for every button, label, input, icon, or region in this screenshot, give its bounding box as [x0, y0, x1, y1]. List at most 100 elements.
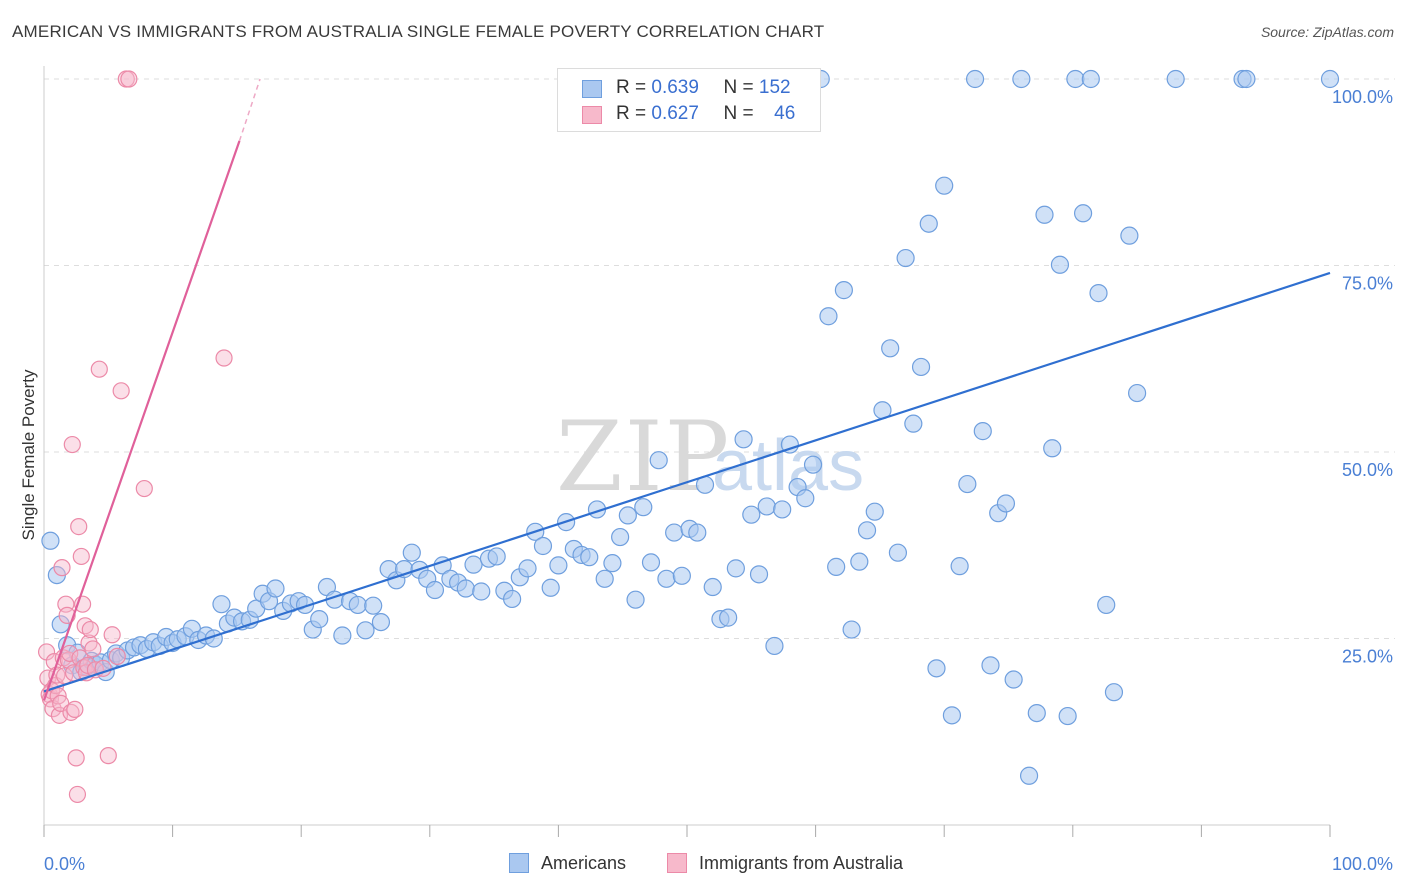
americans-legend-swatch [509, 853, 529, 873]
point-americans [1027, 703, 1046, 723]
point-americans [719, 608, 738, 627]
point-americans [927, 659, 946, 678]
chart-title: AMERICAN VS IMMIGRANTS FROM AUSTRALIA SI… [12, 22, 825, 41]
point-immigrants [215, 349, 233, 367]
point-immigrants [53, 559, 71, 577]
point-americans [803, 455, 823, 474]
y-tick-label: 25.0% [1342, 647, 1393, 667]
point-americans [973, 422, 992, 441]
point-americans [1058, 706, 1077, 726]
point-americans [965, 69, 985, 89]
point-immigrants [94, 659, 112, 677]
point-americans [749, 565, 769, 584]
point-immigrants [90, 360, 108, 378]
point-americans [212, 595, 231, 614]
point-americans [611, 527, 630, 547]
point-americans [981, 656, 1000, 675]
legend-r-label-1: R = [616, 77, 647, 98]
point-americans [1066, 69, 1085, 89]
point-americans [734, 430, 753, 449]
point-americans [1050, 255, 1070, 274]
point-americans [425, 580, 445, 600]
point-americans [364, 596, 383, 615]
point-americans [541, 578, 560, 597]
point-americans [857, 521, 877, 540]
point-americans [356, 621, 375, 640]
point-americans [1012, 69, 1031, 89]
point-americans [827, 557, 846, 576]
legend-n-label-1: N = [723, 77, 754, 98]
point-americans [757, 497, 776, 516]
point-americans [1073, 204, 1093, 223]
point-americans [626, 590, 645, 609]
point-americans [533, 536, 553, 556]
point-americans [896, 248, 915, 268]
americans-legend-label: Americans [541, 853, 627, 873]
point-americans [765, 636, 784, 656]
point-americans [834, 281, 853, 300]
point-americans [1237, 69, 1256, 89]
point-americans [703, 577, 722, 597]
point-americans [580, 548, 599, 567]
legend-n-label-2: N = [723, 103, 754, 124]
point-immigrants [84, 640, 102, 658]
point-americans [672, 566, 691, 585]
point-americans [950, 557, 969, 576]
immigrants-legend-swatch [667, 853, 687, 873]
point-americans [348, 595, 367, 615]
point-americans [310, 610, 329, 629]
point-americans [665, 523, 684, 542]
point-americans [1004, 670, 1023, 689]
tick-labels: 25.0% 50.0% 75.0% 100.0% 0.0% 100.0% Single Fe… [19, 87, 1393, 874]
point-immigrants [120, 70, 138, 88]
point-americans [595, 569, 614, 588]
point-americans [904, 414, 923, 433]
point-immigrants [112, 382, 130, 400]
point-americans [726, 559, 745, 578]
legend-r-value-1: 0.639 [651, 77, 699, 98]
point-americans [958, 474, 977, 494]
point-americans [402, 543, 421, 562]
point-americans [472, 582, 491, 601]
americans-swatch [582, 80, 602, 98]
point-americans [780, 435, 799, 454]
point-americans [1043, 439, 1062, 458]
point-americans [549, 556, 568, 575]
legend-n-value-2: 46 [774, 103, 796, 124]
point-americans [503, 589, 522, 609]
y-axis-label: Single Female Poverty [19, 369, 38, 541]
grid-layer [44, 78, 1395, 639]
legend-r-value-2: 0.627 [651, 103, 699, 124]
point-americans [1081, 69, 1100, 89]
point-americans [911, 357, 931, 377]
point-americans [456, 579, 475, 598]
point-immigrants [81, 620, 99, 639]
point-americans [641, 553, 661, 572]
point-immigrants [67, 749, 85, 767]
point-americans [649, 451, 668, 470]
y-tick-label: 75.0% [1342, 274, 1393, 294]
x-tick-label-max: 100.0% [1332, 854, 1393, 874]
point-americans [1166, 69, 1185, 89]
point-immigrants [135, 479, 153, 498]
y-tick-label: 100.0% [1332, 87, 1393, 107]
point-americans [1089, 284, 1108, 303]
point-immigrants [61, 644, 79, 663]
point-americans [1120, 226, 1139, 245]
point-americans [773, 500, 792, 519]
point-americans [1127, 383, 1147, 403]
point-americans [518, 559, 537, 578]
point-americans [935, 176, 954, 195]
chart-source: Source: ZipAtlas.com [1260, 24, 1394, 40]
watermark-zip: ZIP [556, 401, 731, 513]
point-immigrants [58, 606, 76, 624]
point-americans [688, 523, 707, 542]
regression-line-americans [43, 271, 1331, 693]
point-americans [371, 612, 391, 632]
point-americans [51, 615, 70, 634]
y-tick-label: 50.0% [1342, 460, 1393, 480]
point-americans [919, 214, 938, 233]
immigrants-legend-label: Immigrants from Australia [699, 853, 904, 873]
stats-legend: R = 0.639 N = 152 R = 0.627 N = 46 [557, 68, 821, 132]
